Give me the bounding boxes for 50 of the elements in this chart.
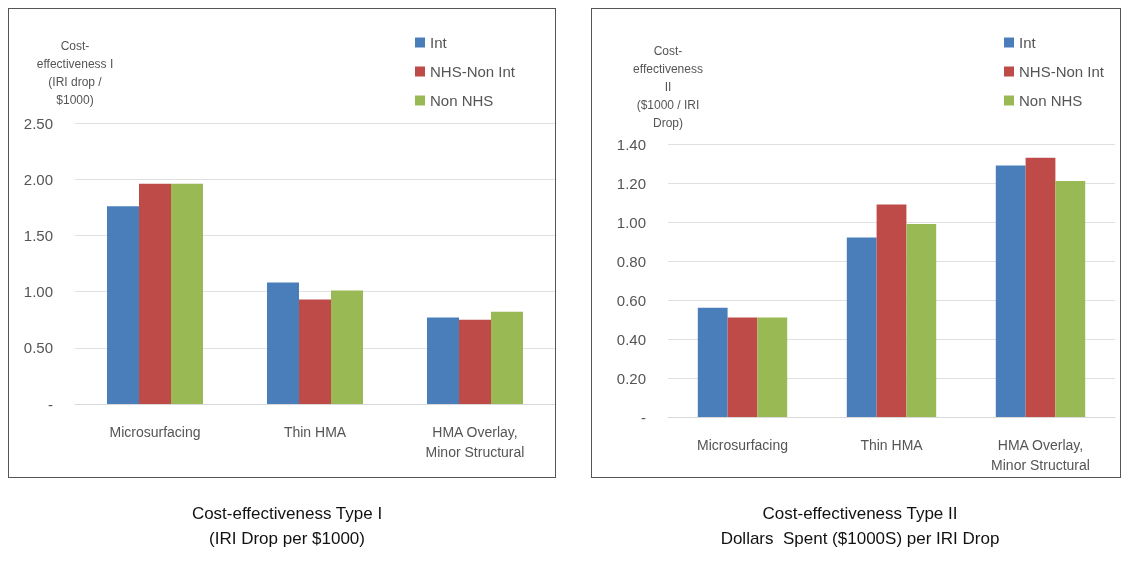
y-tick-label: 1.50 — [23, 226, 53, 244]
y-tick-label: 0.80 — [616, 252, 646, 270]
y-tick-label: 0.50 — [23, 339, 53, 357]
x-tick-label: HMA Overlay, Minor Structural — [425, 424, 525, 460]
bar — [299, 299, 331, 404]
y-tick-label: 1.20 — [616, 174, 646, 192]
bar — [1025, 157, 1056, 417]
legend-label: Int — [430, 34, 448, 51]
text: Cost-effectiveness Type I — [191, 504, 383, 523]
bar — [267, 282, 299, 404]
bar — [727, 317, 758, 417]
bar — [139, 183, 171, 404]
y-axis-title: Cost- effectiveness I (IRI drop / $1000) — [36, 39, 114, 107]
y-tick-label: 0.20 — [616, 369, 646, 387]
y-tick-label: 0.60 — [616, 291, 646, 309]
bar — [171, 183, 203, 404]
y-tick-label: - — [641, 408, 646, 426]
y-axis-title: Cost- effectiveness II ($1000 / IRI Drop) — [633, 44, 703, 130]
text: (IRI Drop per $1000) — [209, 529, 365, 548]
bar — [995, 165, 1026, 417]
text: Dollars Spent ($1000S) per IRI Drop — [720, 529, 1000, 548]
bar — [697, 307, 728, 417]
y-tick-label: 1.00 — [616, 213, 646, 231]
x-tick-label: Thin HMA — [283, 424, 347, 440]
x-tick-label: Microsurfacing — [696, 437, 789, 453]
bar — [427, 317, 459, 404]
y-tick-label: - — [48, 395, 53, 413]
y-tick-label: 1.00 — [23, 283, 53, 301]
legend-label: Non NHS — [1019, 92, 1083, 109]
y-tick-label: 1.40 — [616, 135, 646, 153]
bar — [906, 223, 937, 417]
x-tick-label: Microsurfacing — [109, 424, 201, 440]
bar — [491, 311, 523, 404]
legend-label: NHS-Non Int — [430, 63, 516, 80]
y-tick-label: 2.50 — [23, 114, 53, 132]
legend-label: Int — [1019, 34, 1037, 51]
x-tick-label: Thin HMA — [860, 437, 924, 453]
legend-label: Non NHS — [430, 92, 494, 109]
legend-label: NHS-Non Int — [1019, 63, 1105, 80]
bar — [459, 319, 491, 404]
y-tick-label: 2.00 — [23, 170, 53, 188]
x-tick-label: HMA Overlay, Minor Structural — [991, 437, 1090, 473]
bar — [757, 317, 788, 417]
bar — [846, 237, 877, 417]
bar — [876, 204, 907, 417]
bar — [331, 290, 363, 404]
bar — [1055, 181, 1086, 417]
bar — [107, 206, 139, 404]
text: Cost-effectiveness Type II — [762, 504, 958, 523]
y-tick-label: 0.40 — [616, 330, 646, 348]
